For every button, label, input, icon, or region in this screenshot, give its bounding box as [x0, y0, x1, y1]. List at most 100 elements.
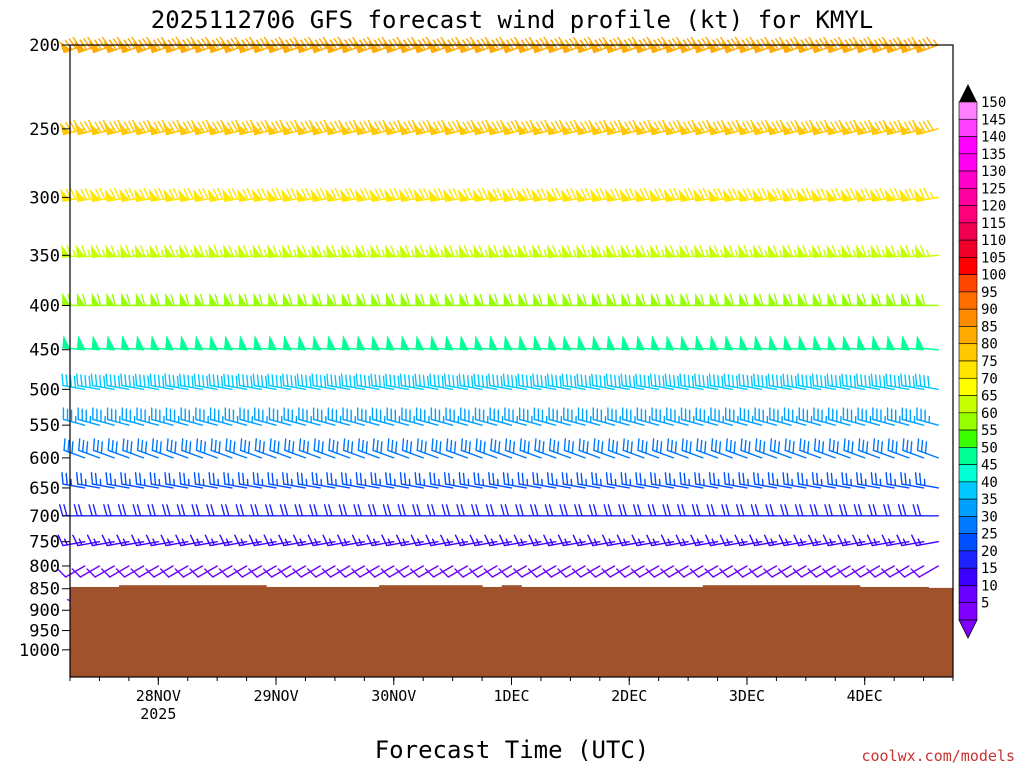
- wind-barb: [281, 244, 307, 258]
- barb-full: [808, 534, 815, 547]
- barb-full: [759, 293, 764, 307]
- barb-full: [856, 373, 859, 387]
- barb-half: [602, 249, 606, 257]
- wind-barb: [134, 472, 160, 489]
- barb-full: [405, 293, 411, 307]
- wind-barb: [738, 373, 763, 391]
- barb-full: [742, 188, 749, 201]
- colorbar-cell: [958, 222, 978, 241]
- barb-full: [475, 504, 480, 517]
- wind-barb: [210, 438, 233, 459]
- barb-full: [492, 472, 495, 486]
- barb-full: [326, 472, 329, 485]
- barb-full: [336, 568, 346, 578]
- wind-barb: [911, 534, 939, 547]
- wind-barb: [504, 407, 527, 426]
- barb-full: [451, 120, 459, 132]
- wind-barb: [195, 407, 218, 426]
- wind-barb: [915, 335, 939, 351]
- barb-flag: [428, 188, 439, 202]
- barb-full: [755, 438, 758, 452]
- barb-full: [378, 120, 386, 132]
- wind-barb: [283, 407, 307, 426]
- wind-barb: [664, 373, 689, 391]
- barb-full: [142, 120, 150, 132]
- barb-full: [609, 472, 613, 486]
- barb-flag: [618, 122, 631, 136]
- wind-barb: [387, 438, 410, 459]
- barb-full: [460, 504, 465, 517]
- barb-full: [904, 472, 907, 486]
- barb-flag: [341, 335, 350, 349]
- barb-full: [502, 373, 506, 387]
- terrain-block: [859, 586, 929, 677]
- barb-full: [117, 375, 121, 389]
- barb-full: [628, 120, 636, 132]
- barb-full: [702, 374, 705, 388]
- barb-full: [340, 373, 344, 387]
- barb-full: [364, 187, 371, 200]
- barb-full: [718, 441, 722, 454]
- barb-flag: [474, 292, 483, 306]
- y-tick-label: 800: [29, 557, 60, 577]
- wind-barb: [61, 472, 86, 489]
- barb-flag: [457, 122, 469, 136]
- barb-full: [511, 374, 514, 388]
- barb-flag: [678, 188, 689, 202]
- barb-full: [439, 441, 442, 454]
- wind-barb: [883, 119, 910, 136]
- barb-full: [191, 504, 196, 517]
- barb-full: [719, 568, 729, 578]
- barb-flag: [472, 188, 483, 202]
- barb-full: [355, 373, 359, 387]
- wind-barb: [739, 335, 763, 351]
- wind-barb: [768, 292, 792, 307]
- barb-full: [164, 472, 167, 485]
- barb-flag: [901, 335, 910, 349]
- barb-full: [551, 472, 554, 486]
- barb-full: [199, 293, 205, 307]
- barb-full: [586, 441, 589, 454]
- barb-full: [466, 374, 470, 388]
- barb-full: [363, 374, 367, 388]
- barb-full: [500, 504, 505, 517]
- wind-barb: [666, 407, 689, 426]
- barb-full: [799, 504, 804, 517]
- barb-full: [112, 38, 121, 49]
- barb-full: [849, 187, 857, 200]
- barb-flag: [842, 292, 851, 306]
- barb-half: [181, 538, 186, 546]
- wind-barb: [577, 407, 601, 426]
- wind-barb: [62, 407, 86, 426]
- wind-barb: [284, 438, 307, 459]
- barb-half: [337, 249, 341, 257]
- barb-full: [763, 568, 773, 578]
- wind-barb: [313, 438, 336, 459]
- barb-full: [447, 121, 455, 134]
- barb-flag: [194, 335, 203, 349]
- barb-full: [710, 438, 714, 452]
- barb-full: [919, 472, 922, 486]
- barb-full: [120, 373, 123, 387]
- barb-full: [479, 439, 482, 453]
- barb-half: [396, 249, 400, 257]
- wind-barb: [386, 407, 410, 426]
- wind-barb: [797, 335, 822, 351]
- barb-full: [172, 120, 180, 132]
- barb-flag: [694, 244, 704, 258]
- barb-flag: [62, 335, 71, 349]
- barb-half: [917, 538, 922, 546]
- barb-full: [223, 373, 226, 387]
- wind-barb: [474, 335, 498, 351]
- barb-full: [73, 375, 77, 389]
- barb-full: [622, 504, 627, 517]
- barb-full: [727, 121, 735, 134]
- wind-barb: [724, 292, 748, 307]
- barb-flag: [324, 122, 336, 136]
- barb-full: [456, 375, 459, 389]
- barb-full: [742, 121, 750, 134]
- barb-full: [787, 245, 793, 258]
- barb-full: [168, 472, 171, 486]
- barb-full: [607, 504, 613, 517]
- barb-full: [719, 534, 727, 547]
